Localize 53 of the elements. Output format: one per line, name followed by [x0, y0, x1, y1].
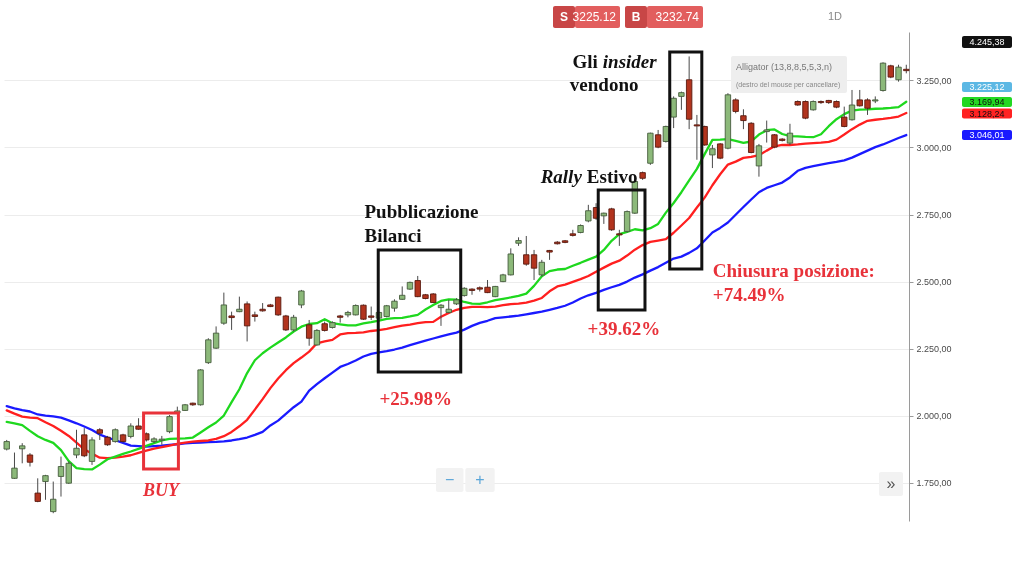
- annotation: BUY: [141, 480, 181, 500]
- candlestick: [786, 123, 794, 146]
- candlestick: [73, 429, 80, 459]
- candlestick: [251, 311, 259, 323]
- y-tick-label: 2.000,00: [916, 411, 952, 422]
- annotation: −: [445, 471, 455, 488]
- annotation: +25.98%: [379, 388, 453, 409]
- annotation: Alligator (13,8,8,5,5,3,n): [736, 62, 833, 72]
- candlestick: [755, 143, 763, 178]
- candlestick: [50, 481, 57, 514]
- y-tick-label: 3.000,00: [916, 142, 952, 153]
- text: 3.225,12: [969, 82, 1005, 92]
- text: 3225.12: [572, 10, 617, 24]
- text: B: [631, 10, 641, 24]
- candlestick: [11, 452, 18, 480]
- y-tick-label: 1.750,00: [916, 478, 952, 489]
- y-tick-label: 2.500,00: [916, 277, 952, 288]
- candlestick: [42, 474, 49, 501]
- candlestick: [305, 319, 313, 347]
- candlestick: [228, 311, 235, 331]
- candlestick: [709, 144, 716, 169]
- candlestick: [848, 89, 856, 122]
- annotation: Chiusura posizione: +74.49%: [712, 260, 875, 305]
- annotation: Estivo: [586, 166, 638, 187]
- candlestick: [693, 114, 701, 161]
- annotation: Pubblicazione Bilanci: [364, 201, 479, 246]
- annotation: +: [475, 471, 485, 488]
- text: 4.245,38: [969, 37, 1005, 47]
- text: S: [559, 10, 569, 24]
- candlestick: [19, 442, 26, 464]
- annotation: insider: [602, 51, 658, 72]
- candlestick: [243, 300, 251, 342]
- annotation: Rally: [539, 166, 583, 187]
- y-tick-label: 3.250,00: [916, 75, 952, 86]
- candlestick: [166, 414, 173, 434]
- candlestick: [740, 108, 747, 130]
- annotation: vendono: [569, 74, 639, 95]
- text: 3.046,01: [969, 130, 1005, 140]
- annotation: +39.62%: [587, 318, 661, 339]
- candlestick: [670, 95, 677, 129]
- candlestick: [763, 120, 770, 144]
- candlestick: [220, 292, 228, 326]
- y-tick-label: 2.750,00: [916, 210, 952, 220]
- text: 3.128,24: [969, 108, 1005, 119]
- annotation: »: [886, 475, 896, 492]
- annotation: Gli: [572, 51, 598, 72]
- text: 3232.74: [655, 10, 700, 24]
- candlestick: [81, 427, 88, 458]
- text: 3.169,94: [969, 97, 1005, 107]
- candlestick: [437, 303, 445, 327]
- y-tick-label: 2.250,00: [916, 344, 952, 355]
- text: 1D: [827, 10, 843, 22]
- candlestick: [88, 436, 96, 466]
